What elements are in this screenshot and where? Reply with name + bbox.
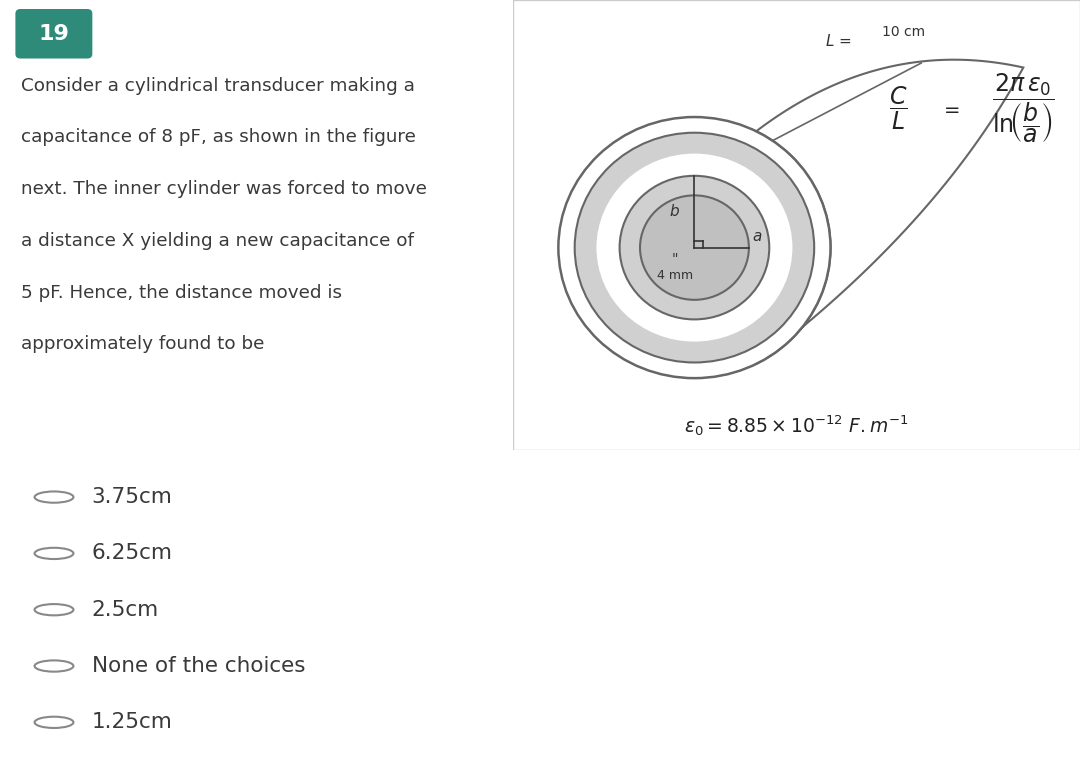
Text: ": " — [672, 252, 678, 266]
Text: Consider a cylindrical transducer making a: Consider a cylindrical transducer making… — [21, 76, 415, 95]
Text: 3.75cm: 3.75cm — [92, 487, 173, 507]
Text: 2.5cm: 2.5cm — [92, 600, 159, 620]
Text: 4 mm: 4 mm — [657, 269, 692, 282]
Text: 19: 19 — [39, 24, 69, 43]
Ellipse shape — [596, 153, 793, 342]
Text: next. The inner cylinder was forced to move: next. The inner cylinder was forced to m… — [21, 180, 427, 198]
FancyBboxPatch shape — [15, 9, 93, 59]
Text: 5 pF. Hence, the distance moved is: 5 pF. Hence, the distance moved is — [21, 284, 341, 301]
Circle shape — [35, 548, 73, 559]
Circle shape — [35, 604, 73, 615]
Text: capacitance of 8 pF, as shown in the figure: capacitance of 8 pF, as shown in the fig… — [21, 128, 416, 146]
Text: $\varepsilon_0 = 8.85 \times 10^{-12}\ F.m^{-1}$: $\varepsilon_0 = 8.85 \times 10^{-12}\ F… — [685, 413, 908, 438]
Text: a: a — [753, 229, 762, 244]
Text: None of the choices: None of the choices — [92, 656, 306, 676]
Text: 1.25cm: 1.25cm — [92, 713, 173, 732]
Text: $\dfrac{2\pi\,\varepsilon_0}{\mathrm{ln}\!\left(\dfrac{b}{a}\right)}$: $\dfrac{2\pi\,\varepsilon_0}{\mathrm{ln}… — [991, 71, 1055, 145]
Ellipse shape — [11, 381, 175, 471]
Text: $L\ \! =$: $L\ \! =$ — [825, 33, 852, 49]
Text: 10 cm: 10 cm — [881, 24, 924, 38]
Text: $=$: $=$ — [940, 98, 960, 118]
Text: $\dfrac{C}{L}$: $\dfrac{C}{L}$ — [889, 85, 908, 132]
Ellipse shape — [575, 133, 814, 362]
Text: approximately found to be: approximately found to be — [21, 336, 264, 353]
Text: a distance X yielding a new capacitance of: a distance X yielding a new capacitance … — [21, 232, 414, 250]
Circle shape — [35, 716, 73, 728]
Ellipse shape — [620, 175, 769, 320]
Text: b: b — [670, 204, 679, 219]
Ellipse shape — [640, 195, 748, 300]
Ellipse shape — [558, 117, 831, 378]
Circle shape — [35, 491, 73, 503]
Polygon shape — [756, 60, 1024, 364]
Text: 6.25cm: 6.25cm — [92, 543, 173, 563]
Circle shape — [35, 661, 73, 671]
